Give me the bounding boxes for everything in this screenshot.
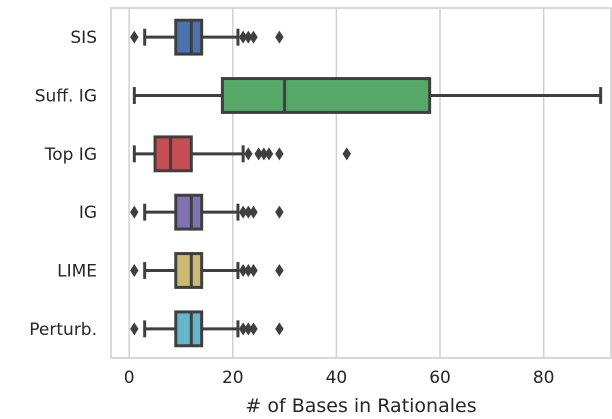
box-group [130, 252, 284, 289]
outlier-point [244, 322, 253, 336]
outlier-point [254, 147, 263, 161]
x-tick-label: 20 [222, 368, 244, 388]
y-tick-label: LIME [57, 262, 97, 282]
y-tick-label: Suff. IG [35, 87, 97, 107]
outlier-point [275, 322, 284, 336]
x-tick-label: 40 [326, 368, 348, 388]
y-tick-label: SIS [70, 28, 97, 48]
outlier-point [259, 147, 269, 161]
box-iqr [174, 252, 204, 289]
outlier-point [244, 264, 253, 277]
box-iqr [174, 18, 204, 56]
outlier-point [244, 30, 253, 44]
y-tick-label: Top IG [44, 145, 97, 165]
x-axis-title: # of Bases in Rationales [245, 395, 476, 417]
outlier-point [264, 147, 274, 161]
outlier-point [238, 322, 248, 336]
outlier-point [244, 205, 253, 219]
outlier-point [275, 205, 284, 219]
box-iqr [174, 193, 204, 231]
y-axis-tick-labels: SIS Suff. IG Top IG IG LIME Perturb. [29, 28, 97, 340]
box-group [130, 18, 284, 56]
outlier-point [238, 205, 248, 219]
outlier-point [130, 322, 139, 336]
box-series [130, 18, 603, 348]
box-iqr [174, 310, 204, 348]
outlier-point [249, 264, 258, 277]
outlier-point [244, 147, 253, 161]
x-tick-label: 0 [124, 368, 135, 388]
outlier-point [275, 264, 284, 277]
box-group [132, 135, 351, 173]
outlier-point [130, 264, 139, 277]
box-iqr [220, 77, 432, 114]
outlier-point [249, 30, 258, 44]
box-group [132, 77, 603, 114]
outlier-point [130, 30, 139, 44]
outlier-point [249, 322, 258, 336]
plot-frame [110, 7, 612, 359]
x-tick-label: 60 [429, 368, 451, 388]
box-group [130, 193, 284, 231]
grid-lines [128, 8, 545, 358]
outlier-point [342, 147, 351, 161]
outlier-point [238, 264, 248, 277]
y-tick-label: Perturb. [29, 320, 97, 340]
outlier-point [249, 205, 258, 219]
outlier-point [130, 205, 139, 219]
outlier-point [238, 30, 248, 44]
outlier-point [275, 30, 284, 44]
box-iqr [153, 135, 193, 173]
y-tick-label: IG [79, 203, 97, 223]
outlier-point [275, 147, 284, 161]
box-group [130, 310, 284, 348]
x-tick-label: 80 [533, 368, 555, 388]
x-axis-tick-labels: 0 20 40 60 80 [124, 368, 555, 388]
